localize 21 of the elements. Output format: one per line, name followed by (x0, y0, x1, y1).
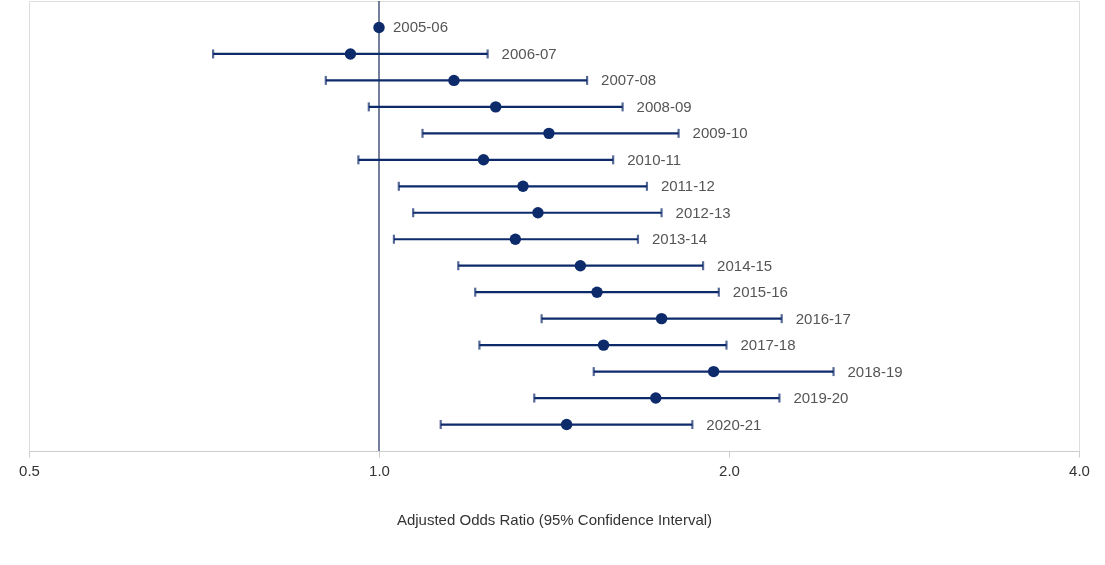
y-tick-label: 2017-18 (740, 336, 796, 354)
y-tick-label: 2016-17 (795, 309, 851, 327)
y-tick-label: 2019-20 (793, 389, 849, 407)
y-tick-label: 2008-09 (636, 97, 692, 115)
x-tick-label: 0.5 (19, 461, 40, 479)
y-tick-label: 2013-14 (651, 230, 708, 248)
y-tick-label: 2018-19 (847, 362, 903, 380)
y-tick-label: 2007-08 (601, 71, 657, 89)
x-tick-label: 1.0 (369, 461, 390, 479)
y-tick-label: 2009-10 (692, 124, 748, 142)
y-tick-label: 2014-15 (717, 256, 773, 274)
y-tick-label: 2010-11 (627, 150, 682, 168)
y-tick-label: 2012-13 (675, 203, 731, 221)
y-tick-label: 2006-07 (501, 44, 557, 62)
y-tick-label: 2015-16 (732, 283, 788, 301)
y-tick-label: 2005-06 (393, 18, 449, 36)
x-tick-label: 4.0 (1069, 461, 1090, 479)
y-tick-label: 2011-12 (660, 177, 715, 195)
x-tick-label: 2.0 (719, 461, 740, 479)
y-tick-label: 2020-21 (706, 415, 762, 433)
x-axis-title: Adjusted Odds Ratio (95% Confidence Interval) (396, 510, 713, 528)
